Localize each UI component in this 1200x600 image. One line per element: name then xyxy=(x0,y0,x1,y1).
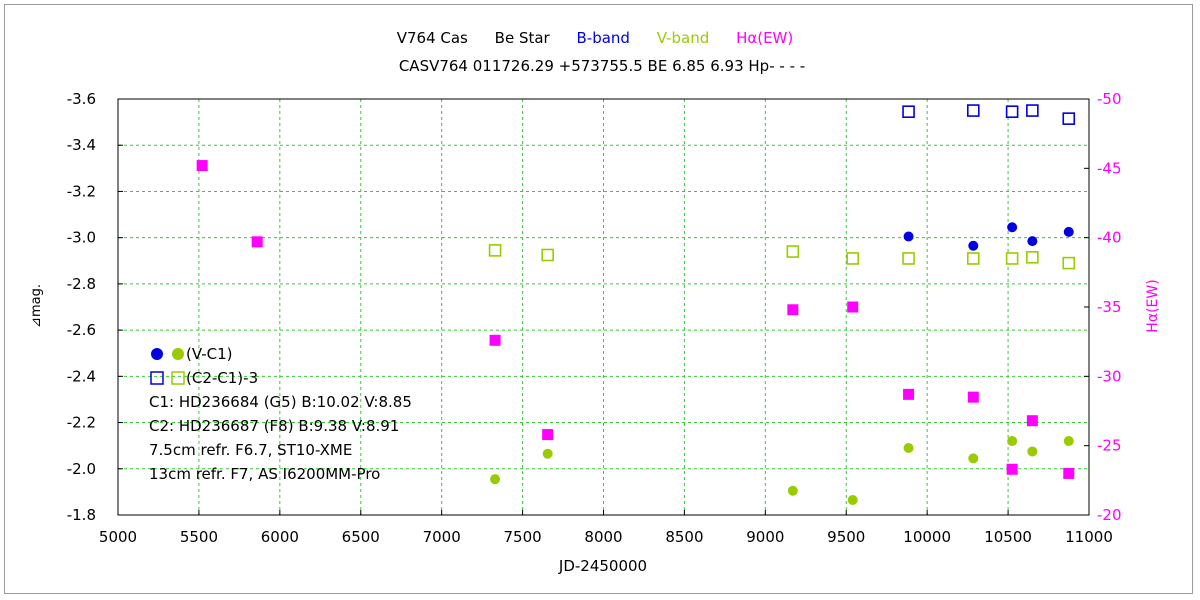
x-tick-label: 10500 xyxy=(984,528,1032,546)
data-point-open-square xyxy=(1005,252,1019,265)
y-tick-label: -3.0 xyxy=(67,229,96,247)
legend-v-circle-icon xyxy=(172,348,184,360)
data-point-circle xyxy=(903,442,914,453)
title-star-type: Be Star xyxy=(495,29,551,47)
legend-row2-label: (C2-C1)-3 xyxy=(186,369,258,387)
legend-note-2: C2: HD236687 (F8) B:9.38 V:8.91 xyxy=(149,417,399,435)
legend-note-4: 13cm refr. F7, AS I6200MM-Pro xyxy=(149,465,380,483)
data-point-halpha-square xyxy=(196,160,208,172)
y-tick-label: -2.0 xyxy=(67,460,96,478)
x-tick-label: 7500 xyxy=(503,528,541,546)
y-tick-label: -3.2 xyxy=(67,182,96,200)
data-point-open-square xyxy=(488,244,502,257)
data-point-halpha-square xyxy=(1063,467,1075,479)
title-halpha: Hα(EW) xyxy=(736,29,793,47)
legend-v-square-icon xyxy=(171,371,185,385)
data-point-open-square xyxy=(1062,112,1076,125)
x-tick-label: 11000 xyxy=(1065,528,1113,546)
legend-note-1: C1: HD236684 (G5) B:10.02 V:8.85 xyxy=(149,393,412,411)
y-tick-label: -2.8 xyxy=(67,275,96,293)
y2-axis-label: Hα(EW) xyxy=(1145,279,1161,332)
legend-b-circle-icon xyxy=(151,348,163,360)
title-star: V764 Cas xyxy=(397,29,468,47)
data-point-halpha-square xyxy=(1006,463,1018,475)
chart-frame xyxy=(4,4,1193,594)
data-point-open-square xyxy=(1005,105,1019,119)
data-point-circle xyxy=(903,231,914,242)
data-point-circle xyxy=(1007,436,1018,447)
data-point-circle xyxy=(1007,222,1018,233)
data-point-open-square xyxy=(846,252,860,265)
y-tick-label: -2.6 xyxy=(67,321,96,339)
legend-b-square-icon xyxy=(150,371,164,385)
data-point-circle xyxy=(847,494,858,505)
ticks: 5000 5500 6000 6500 7000 7500 8000 8500 9000 9500… xyxy=(67,90,1122,546)
y2-tick-label: -35 xyxy=(1097,298,1122,316)
data-point-halpha-square xyxy=(1026,415,1038,427)
data-point-circle xyxy=(490,474,501,485)
legend: (V-C1) (C2-C1)-3 C1: HD236684 (G5) B:10.… xyxy=(149,345,412,483)
x-tick-label: 5500 xyxy=(180,528,218,546)
data-point-halpha-square xyxy=(251,236,263,248)
y-tick-label: -3.6 xyxy=(67,90,96,108)
y-tick-label: -2.2 xyxy=(67,414,96,432)
data-point-circle xyxy=(1063,436,1074,447)
data-point-open-square xyxy=(1026,251,1039,264)
data-point-open-square xyxy=(902,252,915,265)
data-point-circle xyxy=(1027,446,1038,457)
x-tick-label: 9000 xyxy=(746,528,784,546)
data-point-open-square xyxy=(902,105,915,119)
legend-row1-label: (V-C1) xyxy=(186,345,233,363)
x-tick-label: 7000 xyxy=(423,528,461,546)
y2-tick-label: -40 xyxy=(1097,229,1122,247)
data-point-open-square xyxy=(541,248,554,262)
chart-subtitle: CASV764 011726.29 +573755.5 BE 6.85 6.93… xyxy=(399,57,805,75)
data-point-circle xyxy=(787,485,798,496)
data-point-halpha-square xyxy=(847,301,859,313)
data-marks xyxy=(196,104,1076,505)
y-tick-label: -3.4 xyxy=(67,136,96,154)
data-point-halpha-square xyxy=(903,388,915,400)
data-point-circle xyxy=(542,448,553,459)
data-point-open-square xyxy=(1026,104,1039,117)
data-point-halpha-square xyxy=(489,334,501,346)
chart-title: V764 Cas Be Star B-band V-band Hα(EW) xyxy=(397,29,794,47)
data-point-halpha-square xyxy=(787,304,799,316)
x-tick-label: 8000 xyxy=(584,528,622,546)
x-tick-label: 6000 xyxy=(261,528,299,546)
data-point-open-square xyxy=(1062,256,1076,270)
y-tick-label: -1.8 xyxy=(67,506,96,524)
y-axis-label: ⊿mag. xyxy=(29,284,44,328)
legend-note-3: 7.5cm refr. F6.7, ST10-XME xyxy=(149,441,352,459)
title-v-band: V-band xyxy=(657,29,710,47)
y2-tick-label: -20 xyxy=(1097,506,1122,524)
x-tick-label: 5000 xyxy=(99,528,137,546)
x-tick-label: 6500 xyxy=(342,528,380,546)
y2-tick-label: -45 xyxy=(1097,159,1122,177)
y2-tick-label: -50 xyxy=(1097,90,1122,108)
data-point-open-square xyxy=(966,104,980,117)
data-point-circle xyxy=(968,453,979,464)
y-tick-label: -2.4 xyxy=(67,367,96,385)
data-point-circle xyxy=(1027,236,1038,247)
data-point-circle xyxy=(1063,226,1074,237)
data-point-open-square xyxy=(786,245,800,258)
x-tick-label: 10000 xyxy=(903,528,951,546)
x-tick-label: 8500 xyxy=(665,528,703,546)
data-point-halpha-square xyxy=(542,429,554,441)
x-axis-label: JD-2450000 xyxy=(558,557,647,575)
y2-tick-label: -30 xyxy=(1097,367,1122,385)
data-point-open-square xyxy=(966,252,980,265)
data-point-circle xyxy=(968,240,979,251)
data-point-halpha-square xyxy=(967,391,979,403)
x-tick-label: 9500 xyxy=(827,528,865,546)
y2-tick-label: -25 xyxy=(1097,437,1122,455)
title-b-band: B-band xyxy=(577,29,630,47)
